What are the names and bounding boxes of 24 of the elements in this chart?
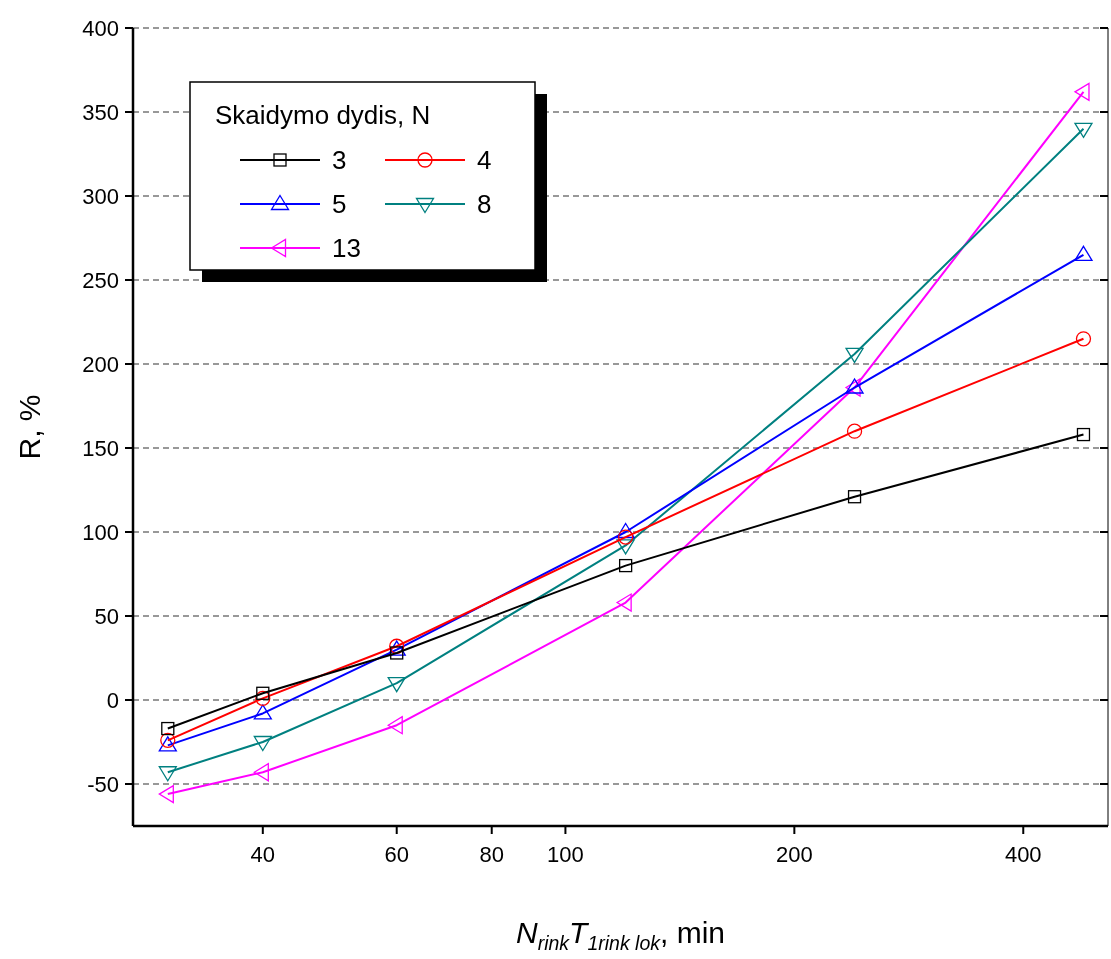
- x-tick-label: 400: [1004, 842, 1042, 867]
- x-tick-label: 200: [775, 842, 813, 867]
- x-axis-title: N$_{rink}$T$_{1rink lok}$, min: [515, 916, 726, 954]
- legend-label: 13: [332, 233, 361, 264]
- x-tick-label: 80: [479, 842, 504, 867]
- x-tick-label: 60: [384, 842, 409, 867]
- y-axis-title: R, %: [13, 394, 46, 460]
- y-tick-label: 350: [82, 99, 119, 125]
- x-tick-label: 40: [250, 842, 276, 867]
- y-tick-label: 150: [82, 435, 119, 461]
- y-tick-label: 200: [82, 351, 119, 377]
- y-tick-label: 50: [94, 603, 119, 629]
- legend-label: 4: [477, 145, 492, 176]
- legend-title: Skaidymo dydis, N: [215, 100, 431, 130]
- legend-label: 5: [332, 189, 347, 220]
- y-tick-label: -50: [87, 771, 119, 797]
- legend-label: 8: [477, 189, 492, 220]
- y-tick-label: 250: [82, 267, 119, 293]
- legend-label: 3: [332, 145, 347, 176]
- y-tick-label: 0: [106, 687, 119, 713]
- y-tick-label: 400: [82, 15, 119, 41]
- y-tick-label: 300: [82, 183, 119, 209]
- y-tick-label: 100: [82, 519, 119, 545]
- x-tick-label: 100: [547, 842, 584, 867]
